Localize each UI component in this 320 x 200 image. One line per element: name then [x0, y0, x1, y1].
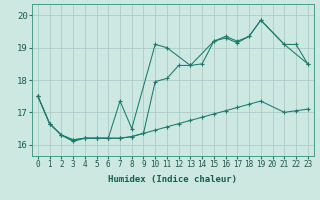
X-axis label: Humidex (Indice chaleur): Humidex (Indice chaleur) — [108, 175, 237, 184]
